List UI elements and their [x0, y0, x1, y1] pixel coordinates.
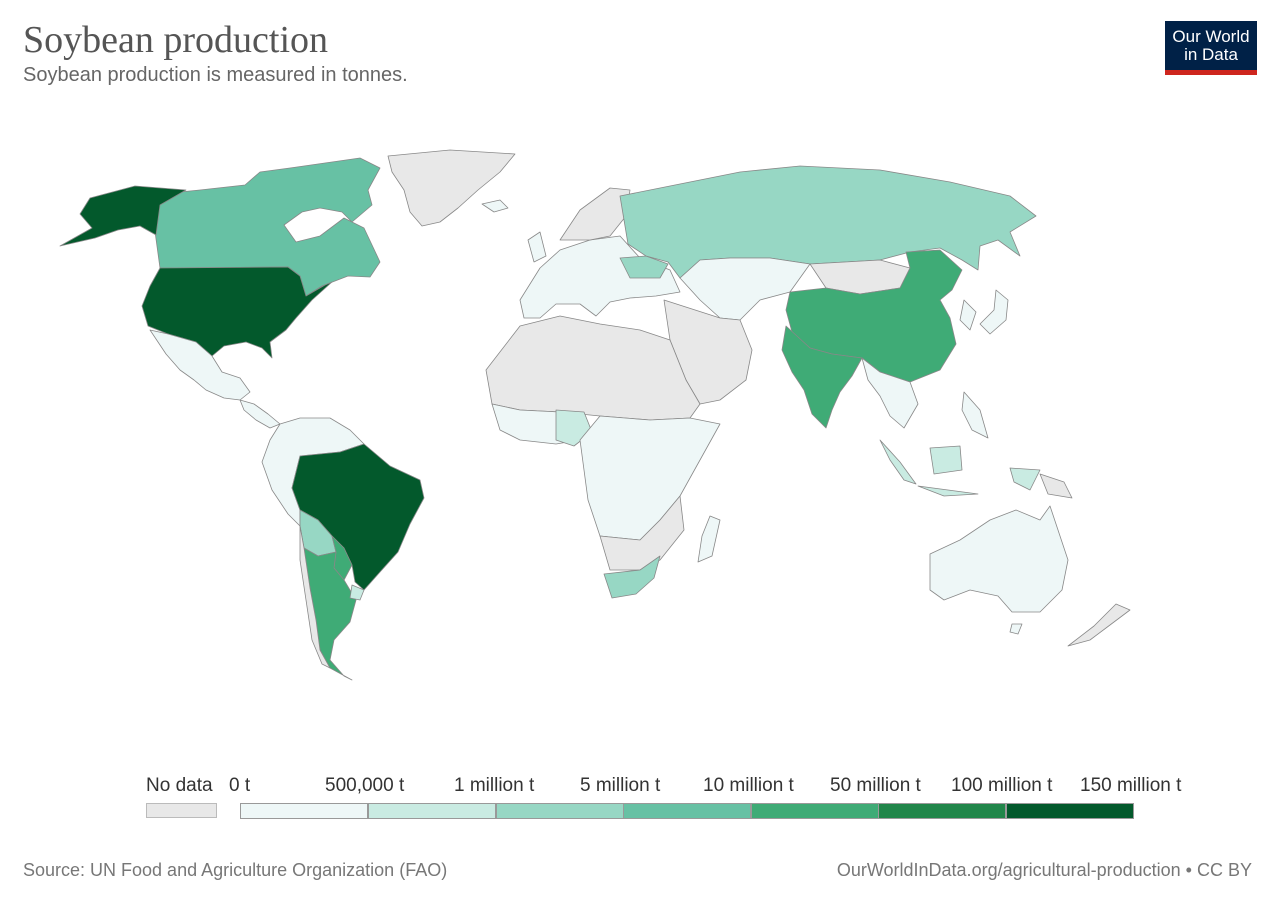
region-europe[interactable] [519, 235, 681, 319]
map-legend: No data 0 t 500,000 t 1 million t 5 mill… [0, 770, 1280, 830]
region-india[interactable] [781, 325, 863, 429]
region-australia[interactable] [929, 505, 1069, 613]
region-japan-korea[interactable] [959, 289, 1009, 335]
legend-tick-6: 100 million t [951, 775, 1053, 796]
legend-bin-1[interactable] [368, 803, 496, 819]
page-subtitle: Soybean production is measured in tonnes… [23, 64, 408, 86]
legend-bin-4[interactable] [751, 803, 879, 819]
region-uruguay[interactable] [349, 584, 365, 601]
logo-line-1: Our World [1172, 27, 1250, 46]
region-chile[interactable] [299, 525, 331, 669]
region-ukraine[interactable] [619, 255, 669, 279]
region-southeast-asia[interactable] [861, 357, 919, 429]
legend-tick-4: 10 million t [703, 775, 794, 796]
legend-nodata-label: No data [146, 775, 213, 796]
legend-bin-2[interactable] [496, 803, 624, 819]
region-north-africa[interactable] [485, 315, 701, 421]
region-scandinavia[interactable] [559, 187, 631, 241]
region-tasmania[interactable] [1009, 623, 1023, 635]
region-new-zealand[interactable] [1067, 603, 1131, 647]
owid-logo[interactable]: Our World in Data [1165, 21, 1257, 75]
source-text: Source: UN Food and Agriculture Organiza… [23, 860, 448, 880]
region-greenland[interactable] [387, 149, 516, 227]
region-south-africa[interactable] [603, 555, 661, 599]
legend-tick-max: 150 million t [1080, 775, 1182, 796]
legend-bin-3[interactable] [623, 803, 751, 819]
legend-tick-0: 0 t [229, 775, 251, 796]
region-papua-new-guinea[interactable] [1039, 473, 1073, 499]
region-russia[interactable] [619, 165, 1037, 279]
legend-tick-1: 500,000 t [325, 775, 405, 796]
region-southern-africa[interactable] [599, 495, 685, 571]
region-madagascar[interactable] [697, 515, 721, 563]
region-indonesia[interactable] [879, 439, 1041, 497]
logo-accent-bar [1165, 70, 1257, 75]
page-title: Soybean production [23, 19, 329, 61]
region-alaska[interactable] [59, 185, 187, 247]
region-iceland[interactable] [481, 199, 509, 213]
world-map [59, 149, 1131, 681]
legend-tick-3: 5 million t [580, 775, 661, 796]
region-uk[interactable] [527, 231, 547, 263]
legend-nodata-swatch [146, 803, 217, 818]
legend-bin-6[interactable] [1006, 803, 1134, 819]
region-philippines[interactable] [961, 391, 989, 439]
legend-bin-5[interactable] [878, 803, 1006, 819]
region-mexico[interactable] [149, 329, 251, 401]
legend-tick-5: 50 million t [830, 775, 921, 796]
source-link[interactable]: OurWorldInData.org/agricultural-producti… [836, 860, 1252, 880]
region-central-east-africa[interactable] [579, 415, 721, 541]
legend-bin-0[interactable] [240, 803, 368, 819]
region-central-america[interactable] [239, 399, 281, 429]
region-usa[interactable] [141, 266, 333, 359]
logo-line-2: in Data [1184, 45, 1238, 64]
legend-tick-2: 1 million t [454, 775, 535, 796]
